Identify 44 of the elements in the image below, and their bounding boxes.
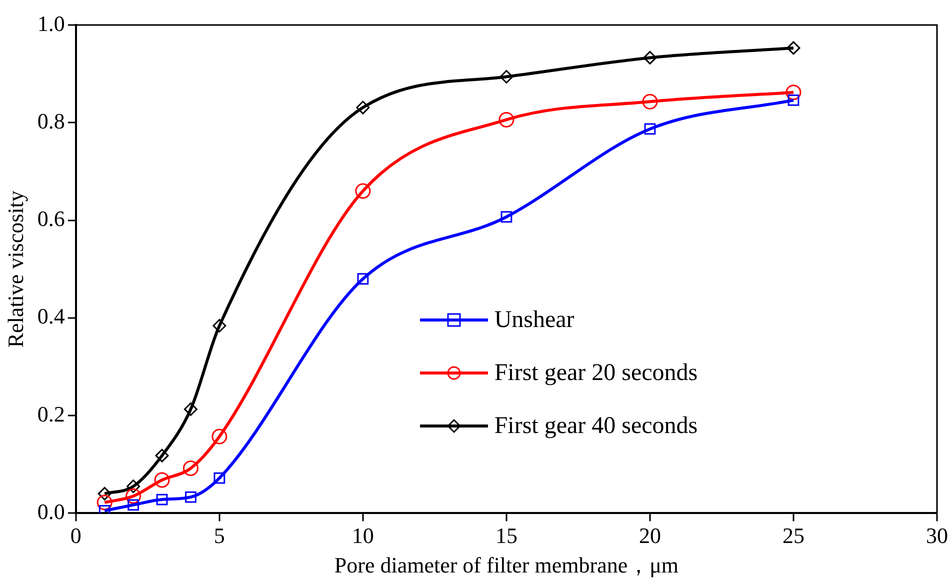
point: [500, 70, 514, 84]
x-tick-label: 0: [70, 523, 82, 548]
point: [128, 499, 140, 511]
y-axis-title: Relative viscosity: [2, 190, 28, 348]
x-tick-label: 30: [926, 523, 948, 548]
x-tick-label: 10: [352, 523, 374, 548]
point: [212, 318, 226, 332]
point: [96, 494, 112, 510]
point: [126, 480, 140, 494]
point: [786, 41, 800, 55]
point: [644, 123, 656, 135]
legend-label: Unshear: [494, 306, 574, 334]
point: [355, 183, 371, 199]
point: [500, 211, 512, 223]
point: [185, 491, 196, 503]
legend-label: First gear 20 seconds: [494, 360, 698, 386]
point: [788, 94, 800, 106]
point: [154, 472, 170, 488]
point: [212, 428, 228, 444]
point: [643, 50, 657, 64]
point: [184, 402, 198, 416]
legend-label: First gear 40 seconds: [494, 412, 698, 440]
point: [155, 448, 169, 462]
point: [214, 472, 226, 484]
point: [126, 488, 142, 504]
x-tick-label: 25: [782, 523, 804, 548]
x-tick-label: 15: [495, 523, 518, 548]
point: [98, 486, 112, 500]
point: [498, 112, 514, 128]
y-tick-label: 0.4: [37, 304, 65, 329]
point: [356, 100, 370, 114]
y-tick-label: 0.0: [37, 498, 65, 524]
x-tick-label: 5: [214, 523, 225, 548]
y-tick-label: 0.6: [37, 206, 65, 232]
point: [182, 460, 198, 476]
x-axis-title: Pore diameter of filter membrane，μm: [334, 552, 679, 578]
point: [642, 94, 658, 110]
y-tick-label: 1.0: [37, 10, 65, 36]
point: [786, 84, 802, 100]
point: [156, 494, 168, 506]
y-tick-label: 0.8: [37, 108, 65, 134]
y-tick-label: 0.2: [37, 401, 65, 426]
x-tick-label: 20: [638, 523, 661, 548]
point: [357, 273, 369, 285]
